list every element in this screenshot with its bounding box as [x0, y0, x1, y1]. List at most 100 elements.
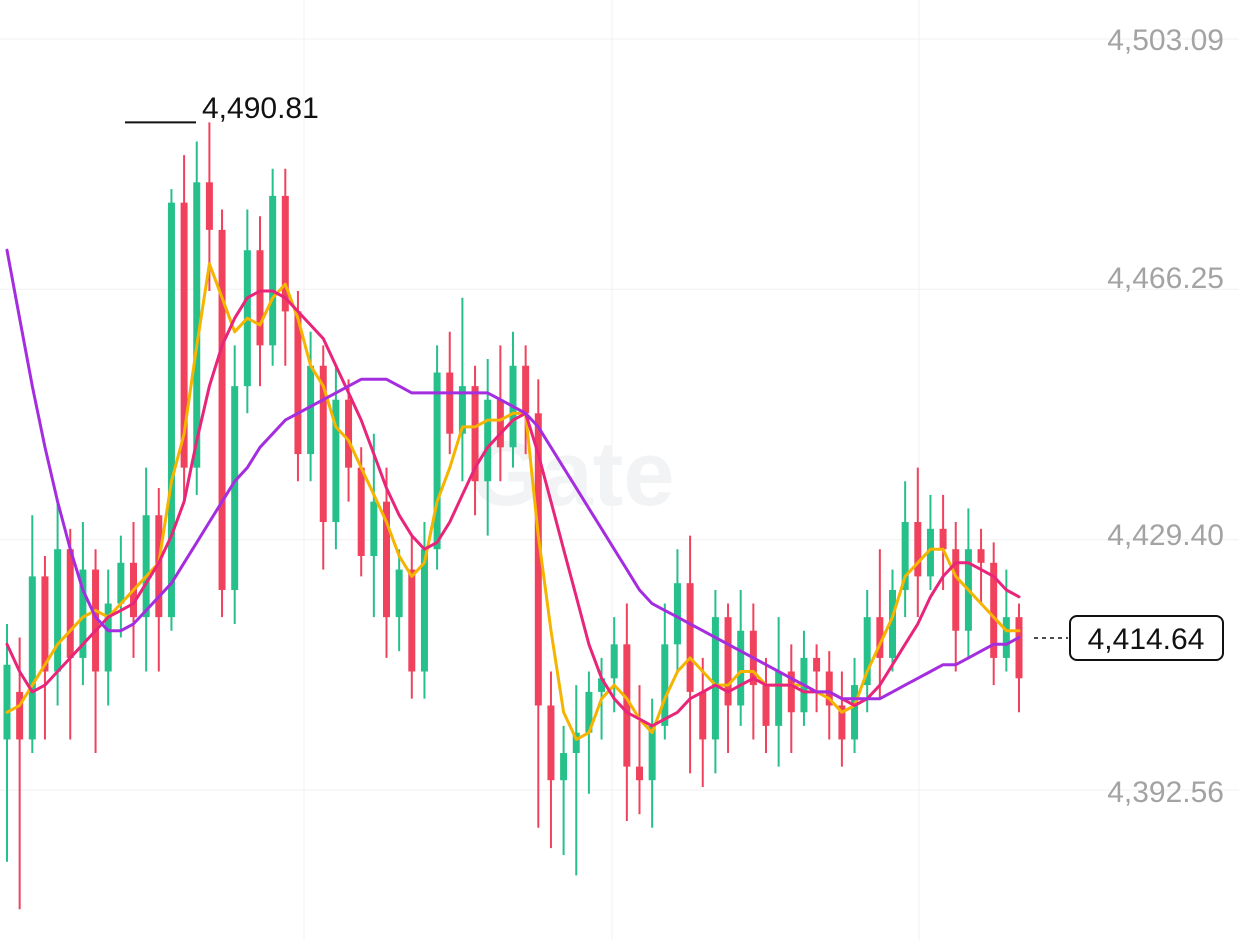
candle-body	[167, 202, 175, 618]
candle-body	[471, 386, 479, 482]
high-price-label: 4,490.81	[202, 92, 319, 125]
candle	[699, 657, 707, 788]
candle	[41, 555, 49, 740]
candle-body	[66, 549, 74, 658]
candle-body	[446, 372, 454, 434]
candle	[964, 508, 972, 658]
candle	[231, 345, 239, 624]
candle	[547, 671, 555, 849]
candle	[3, 623, 11, 862]
candle	[66, 528, 74, 740]
candle-body	[1015, 617, 1023, 679]
candle	[256, 216, 264, 387]
ma-line-ma_mid	[5, 289, 1021, 728]
candle	[383, 467, 390, 658]
candle	[79, 522, 87, 686]
candle-body	[673, 583, 681, 645]
high-price-marker: 4,490.81	[125, 92, 319, 125]
candle	[370, 433, 378, 618]
last-price-box	[1069, 615, 1224, 661]
candle-body	[990, 562, 998, 658]
y-tick-label: 4,392.56	[1107, 776, 1224, 809]
moving-average-lines	[5, 248, 1021, 741]
candle-body	[547, 705, 555, 781]
candle	[471, 365, 479, 516]
candle	[876, 549, 884, 699]
candle	[724, 603, 732, 754]
candle-body	[92, 569, 100, 672]
candle	[155, 488, 163, 672]
candle-body	[54, 549, 62, 672]
candle-body	[345, 399, 353, 468]
candle	[990, 542, 998, 686]
candle	[636, 685, 643, 815]
candle	[825, 651, 833, 740]
candle	[1015, 603, 1023, 713]
candle-body	[357, 467, 365, 556]
candle	[281, 168, 289, 366]
candle-body	[775, 671, 783, 726]
candle	[673, 549, 681, 672]
candle-body	[813, 657, 821, 672]
candle-body	[598, 678, 606, 692]
candle-body	[117, 562, 125, 604]
candle-body	[433, 372, 441, 550]
candle-body	[205, 182, 213, 230]
candle-body	[939, 528, 947, 550]
candle-body	[79, 569, 87, 658]
candle	[395, 549, 403, 652]
candle	[572, 685, 580, 876]
candle-body	[256, 250, 264, 346]
candle	[787, 644, 795, 754]
candle-body	[484, 399, 492, 482]
candle	[1002, 569, 1010, 672]
candle	[838, 671, 846, 767]
candle	[496, 345, 504, 482]
candle-body	[3, 664, 11, 740]
candle-body	[901, 522, 909, 590]
candle-body	[952, 549, 960, 631]
candle-body	[851, 685, 859, 740]
candle-body	[926, 528, 934, 577]
candle-body	[41, 576, 49, 672]
candle	[762, 657, 770, 754]
candle-body	[269, 195, 277, 346]
candle-body	[724, 617, 732, 706]
candle	[522, 345, 530, 455]
candle-body	[294, 311, 302, 455]
candle	[901, 481, 909, 618]
candle	[243, 209, 251, 414]
candle	[813, 644, 821, 713]
candle-body	[636, 766, 643, 781]
candle	[142, 467, 150, 672]
candle-body	[572, 732, 580, 754]
candle-body	[370, 501, 378, 556]
candle-body	[534, 413, 542, 706]
candle	[218, 209, 226, 618]
candle-body	[16, 691, 24, 740]
candle-body	[319, 365, 327, 523]
candle	[104, 569, 112, 706]
candle-body	[383, 501, 390, 618]
candle-body	[737, 630, 745, 706]
candle-body	[28, 576, 36, 740]
candle-body	[863, 617, 871, 686]
candle-body	[395, 569, 403, 618]
candle-body	[104, 603, 112, 672]
y-tick-label: 4,429.40	[1107, 519, 1224, 552]
last-price-marker[interactable]: 4,414.64	[1034, 615, 1224, 661]
candle	[180, 155, 188, 502]
candle	[92, 549, 100, 754]
candle-body	[458, 386, 466, 434]
candle	[509, 331, 517, 468]
candle-body	[180, 202, 188, 468]
y-tick-label: 4,466.25	[1107, 262, 1224, 295]
candle	[863, 589, 871, 713]
candle	[977, 528, 985, 604]
candle	[939, 494, 947, 590]
candle-body	[648, 725, 656, 781]
candle	[28, 515, 36, 754]
candle	[269, 168, 277, 366]
